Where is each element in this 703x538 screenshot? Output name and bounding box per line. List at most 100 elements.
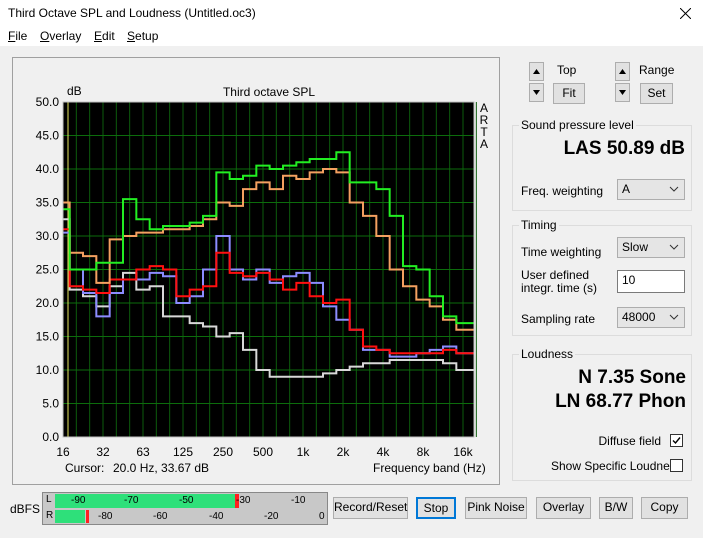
- overlay-button[interactable]: Overlay: [536, 497, 591, 519]
- channel-label: R: [46, 510, 54, 521]
- y-tick-label: 45.0: [36, 129, 60, 143]
- x-tick-label: 500: [253, 445, 273, 459]
- stop-button[interactable]: Stop: [416, 497, 456, 519]
- loudness-group: Loudness N 7.35 Sone LN 68.77 Phon Diffu…: [512, 347, 692, 481]
- integr-label: User defined: [521, 268, 590, 282]
- pink-noise-button[interactable]: Pink Noise: [465, 497, 527, 519]
- y-tick-label: 15.0: [36, 330, 60, 344]
- side-label-letter: A: [480, 101, 488, 115]
- top-spinner[interactable]: [529, 62, 545, 102]
- specific-checkbox[interactable]: [670, 459, 684, 473]
- timing-group: Timing Time weighting Slow User defined …: [512, 218, 692, 336]
- record-button[interactable]: Record/Reset: [333, 497, 408, 519]
- side-label-letter: T: [480, 125, 488, 139]
- scale-label: -20: [264, 511, 279, 522]
- rate-select[interactable]: 48000: [617, 307, 685, 328]
- close-button[interactable]: [680, 8, 691, 19]
- y-tick-label: 0.0: [42, 430, 59, 444]
- series-line: [63, 231, 474, 358]
- input-value: 10: [622, 273, 636, 287]
- range-label: Range: [639, 63, 675, 77]
- menu-bar: File Overlay Edit Setup: [0, 27, 703, 46]
- y-axis-label: dB: [67, 84, 82, 98]
- x-tick-label: 8k: [417, 445, 431, 459]
- diffuse-label: Diffuse field: [598, 434, 661, 448]
- chart-title: Third octave SPL: [223, 85, 315, 99]
- y-tick-label: 35.0: [36, 196, 60, 210]
- meter-label: dBFS: [10, 502, 41, 516]
- x-tick-label: 63: [136, 445, 150, 459]
- copy-button[interactable]: Copy: [641, 497, 688, 519]
- fit-button[interactable]: Fit: [553, 83, 585, 104]
- y-tick-label: 50.0: [36, 95, 60, 109]
- scale-label: 0: [319, 511, 325, 522]
- phon-reading: LN 68.77 Phon: [555, 391, 686, 412]
- select-value: A: [622, 182, 631, 196]
- side-label-letter: A: [480, 137, 488, 151]
- level-meter: L R -90 -70 -50 -30 -10 -80 -60 -40 -20 …: [42, 492, 328, 525]
- select-value: Slow: [622, 240, 649, 254]
- x-tick-label: 250: [213, 445, 233, 459]
- cursor-label: Cursor:: [65, 461, 104, 475]
- top-label: Top: [557, 63, 577, 77]
- chart: 0.0 5.0 10.0 15.0 20.0 25.0 30.0 35.0 40.0 45.0 50…: [12, 57, 500, 485]
- channel-label: L: [46, 494, 52, 505]
- menu-item[interactable]: Overlay: [40, 29, 82, 43]
- set-button[interactable]: Set: [640, 83, 673, 104]
- cursor-value: 20.0 Hz, 33.67 dB: [113, 461, 209, 475]
- y-tick-label: 40.0: [36, 162, 60, 176]
- x-tick-label: 1k: [297, 445, 311, 459]
- scale-label: -40: [209, 511, 224, 522]
- y-tick-label: 25.0: [36, 263, 60, 277]
- meter-peak: [86, 510, 89, 523]
- time-weighting-select[interactable]: Slow: [617, 237, 685, 258]
- y-tick-label: 30.0: [36, 229, 60, 243]
- plot-border: [62, 101, 475, 438]
- group-label: Loudness: [519, 347, 576, 361]
- scale-label: -90: [71, 495, 86, 506]
- diffuse-checkbox[interactable]: [670, 434, 684, 448]
- x-tick-label: 16: [56, 445, 70, 459]
- series-line: [63, 151, 474, 325]
- scale-label: -10: [291, 495, 306, 506]
- scale-label: -70: [124, 495, 139, 506]
- x-tick-label: 4k: [377, 445, 391, 459]
- menu-item[interactable]: Edit: [94, 29, 115, 43]
- x-tick-label: 2k: [337, 445, 351, 459]
- select-value: 48000: [622, 310, 656, 324]
- specific-label: Show Specific Loudness: [551, 459, 682, 473]
- title-bar: Third Octave SPL and Loudness (Untitled.…: [0, 0, 703, 27]
- x-axis-label: Frequency band (Hz): [373, 461, 486, 475]
- scale-label: -30: [236, 495, 251, 506]
- scale-label: -60: [153, 511, 168, 522]
- menu-item[interactable]: Setup: [127, 29, 159, 43]
- integr-label: integr. time (s): [521, 281, 598, 295]
- scale-label: -80: [98, 511, 113, 522]
- spl-reading: LAS 50.89 dB: [563, 138, 685, 159]
- window-title: Third Octave SPL and Loudness (Untitled.…: [8, 6, 256, 20]
- menu-item[interactable]: File: [8, 29, 28, 43]
- series-line: [63, 228, 474, 355]
- y-tick-label: 5.0: [42, 397, 59, 411]
- x-tick-label: 32: [96, 445, 110, 459]
- group-label: Timing: [519, 218, 559, 232]
- range-spinner[interactable]: [615, 62, 631, 102]
- y-tick-label: 20.0: [36, 296, 60, 310]
- time-weighting-label: Time weighting: [521, 245, 602, 259]
- meter-peak: [235, 494, 239, 508]
- sone-reading: N 7.35 Sone: [578, 367, 686, 388]
- spl-group: Sound pressure level LAS 50.89 dB Freq. …: [512, 118, 692, 211]
- weighting-select[interactable]: A: [617, 179, 685, 200]
- integr-input[interactable]: 10: [617, 270, 685, 293]
- meter-fill: [55, 494, 235, 508]
- x-tick-label: 16k: [453, 445, 473, 459]
- group-label: Sound pressure level: [519, 118, 636, 132]
- side-label-letter: R: [480, 113, 489, 127]
- rate-label: Sampling rate: [521, 312, 596, 326]
- bw-button[interactable]: B/W: [599, 497, 633, 519]
- weighting-label: Freq. weighting: [521, 184, 604, 198]
- meter-fill: [55, 510, 85, 523]
- scale-label: -50: [179, 495, 194, 506]
- y-tick-label: 10.0: [36, 363, 60, 377]
